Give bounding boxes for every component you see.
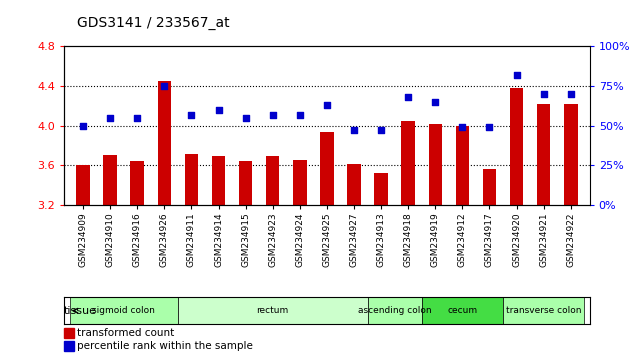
Point (295, 112, 305, 117)
Text: transverse colon: transverse colon (506, 306, 581, 315)
Bar (401, 121, 415, 205)
Bar (178, 297, 367, 324)
Bar (64, 327, 74, 338)
Bar (429, 124, 442, 205)
Bar (266, 155, 279, 205)
Bar (320, 132, 334, 205)
Bar (76, 165, 90, 205)
Point (349, 127, 359, 133)
Bar (422, 297, 503, 324)
Bar (293, 160, 306, 205)
Point (457, 124, 467, 130)
Bar (64, 341, 74, 351)
Bar (537, 104, 551, 205)
Point (132, 115, 142, 120)
Bar (212, 155, 225, 205)
Point (403, 94, 413, 100)
Text: tissue: tissue (63, 306, 97, 316)
Bar (503, 297, 585, 324)
Point (159, 83, 169, 88)
Text: ascending colon: ascending colon (358, 306, 431, 315)
Point (485, 124, 495, 130)
Point (267, 112, 278, 117)
Bar (69, 297, 178, 324)
Point (105, 115, 115, 120)
Point (78, 123, 88, 129)
Bar (367, 297, 422, 324)
Point (322, 102, 332, 108)
Text: rectum: rectum (256, 306, 289, 315)
Bar (483, 170, 496, 205)
Bar (510, 88, 523, 205)
Bar (131, 160, 144, 205)
Point (538, 91, 549, 97)
Bar (158, 81, 171, 205)
Bar (185, 154, 198, 205)
Text: GDS3141 / 233567_at: GDS3141 / 233567_at (77, 16, 229, 30)
Bar (564, 104, 578, 205)
Point (240, 115, 251, 120)
Text: percentile rank within the sample: percentile rank within the sample (78, 341, 253, 351)
Point (565, 91, 576, 97)
Bar (456, 126, 469, 205)
Text: transformed count: transformed count (78, 327, 174, 338)
Point (512, 72, 522, 78)
Bar (103, 155, 117, 205)
Text: cecum: cecum (447, 306, 478, 315)
Point (430, 99, 440, 105)
Point (187, 112, 197, 117)
Bar (239, 160, 253, 205)
Bar (347, 164, 361, 205)
Point (213, 107, 224, 113)
Point (376, 127, 387, 133)
Bar (374, 173, 388, 205)
Text: sigmoid colon: sigmoid colon (92, 306, 155, 315)
